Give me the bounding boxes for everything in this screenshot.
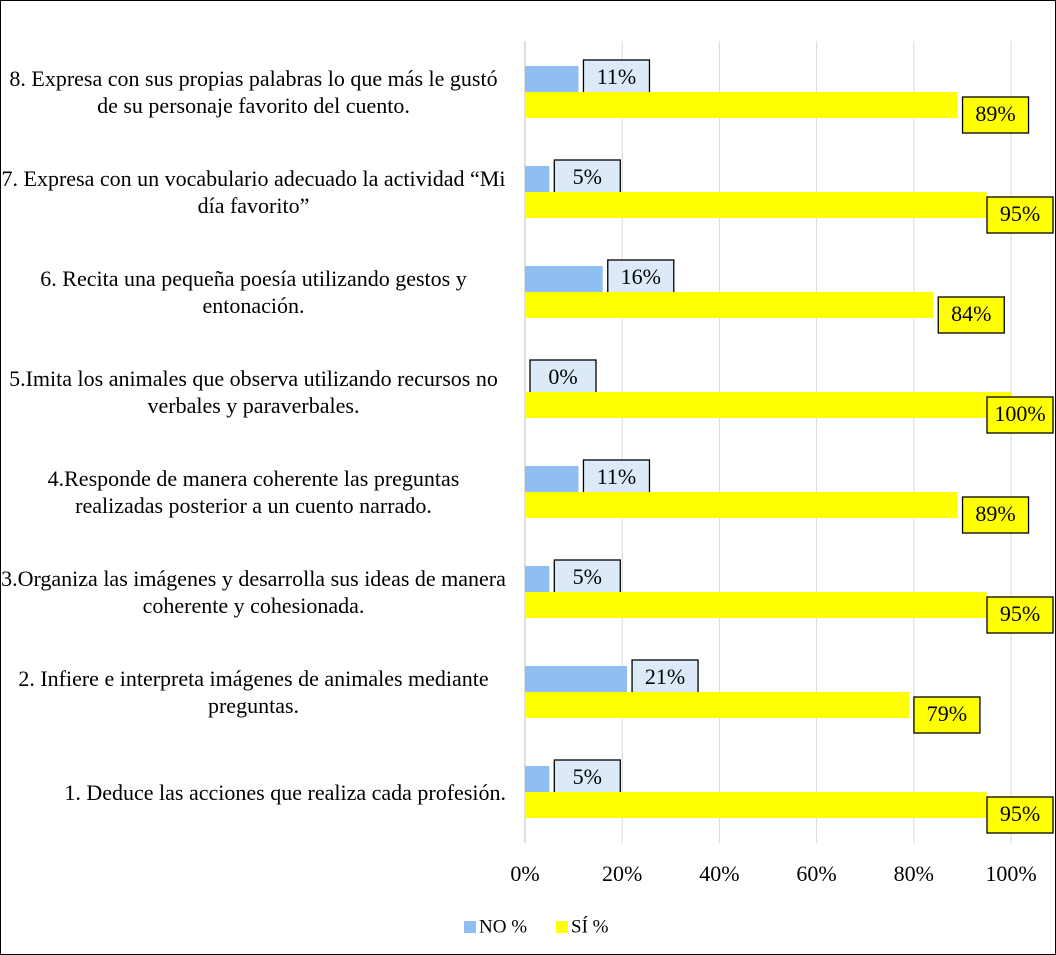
category-label: 7. Expresa con un vocabulario adecuado l… [1, 142, 506, 242]
x-tick-label: 100% [985, 861, 1036, 886]
category-text: 4.Responde de manera coherente las pregu… [47, 466, 460, 518]
value-label-box [582, 59, 651, 97]
value-label-box [986, 196, 1054, 234]
bar [525, 292, 934, 318]
value-label: 21% [645, 664, 685, 689]
value-label-box [961, 96, 1030, 134]
category-text: 7. Expresa con un vocabulario adecuado l… [1, 166, 506, 218]
category-label: 2. Infiere e interpreta imágenes de anim… [1, 642, 506, 742]
value-label-box [553, 759, 621, 797]
value-label: 79% [927, 701, 967, 726]
legend-swatch [556, 921, 568, 933]
category-text: 2. Infiere e interpreta imágenes de anim… [18, 666, 489, 718]
x-tick-label: 80% [894, 861, 934, 886]
bar [525, 466, 579, 492]
category-label: 8. Expresa con sus propias palabras lo q… [1, 42, 506, 142]
category-text: 3.Organiza las imágenes y desarrolla sus… [1, 566, 506, 618]
x-tick-label: 60% [796, 861, 836, 886]
category-label: 5.Imita los animales que observa utiliza… [1, 342, 506, 442]
category-text: 6. Recita una pequeña poesía utilizando … [40, 266, 467, 318]
category-text: 8. Expresa con sus propias palabras lo q… [9, 66, 498, 118]
value-label: 100% [994, 401, 1045, 426]
bar [525, 166, 550, 192]
value-label-box [986, 596, 1054, 634]
category-label: 6. Recita una pequeña poesía utilizando … [1, 242, 506, 342]
bar [525, 566, 550, 592]
category-label: 1. Deduce las acciones que realiza cada … [1, 742, 506, 842]
category-label: 3.Organiza las imágenes y desarrolla sus… [1, 542, 506, 642]
x-tick-label: 0% [510, 861, 539, 886]
bar [525, 766, 550, 792]
category-label: 4.Responde de manera coherente las pregu… [1, 442, 506, 542]
value-label-box [986, 396, 1054, 434]
value-label: 5% [573, 164, 602, 189]
value-label: 11% [597, 64, 637, 89]
value-label-box [553, 159, 621, 197]
value-label: 89% [975, 501, 1015, 526]
value-label: 95% [1000, 601, 1040, 626]
value-label-box [913, 696, 981, 734]
bar [525, 692, 909, 718]
value-label-box [607, 259, 675, 297]
value-label: 89% [975, 101, 1015, 126]
value-label-box [631, 659, 699, 697]
legend-label: NO % [479, 916, 527, 937]
value-label: 11% [597, 464, 637, 489]
x-tick-label: 40% [699, 861, 739, 886]
value-label-box [986, 796, 1054, 834]
value-label: 5% [573, 764, 602, 789]
value-label: 5% [573, 564, 602, 589]
bar [525, 592, 987, 618]
value-label: 16% [621, 264, 661, 289]
value-label: 95% [1000, 801, 1040, 826]
bar [525, 792, 987, 818]
bar [525, 666, 628, 692]
bar [525, 192, 987, 218]
bar [525, 392, 1011, 418]
bar [525, 492, 958, 518]
legend-label: SÍ % [571, 915, 609, 937]
bar [525, 66, 579, 92]
bar [525, 92, 958, 118]
value-label: 0% [548, 364, 577, 389]
bar [525, 266, 603, 292]
value-label-box [961, 496, 1030, 534]
value-label-box [553, 559, 621, 597]
category-text: 5.Imita los animales que observa utiliza… [9, 366, 498, 418]
value-label-box [529, 359, 597, 397]
category-text: 1. Deduce las acciones que realiza cada … [64, 779, 506, 805]
value-label: 95% [1000, 201, 1040, 226]
legend-swatch [464, 921, 476, 933]
value-label-box [937, 296, 1005, 334]
value-label: 84% [951, 301, 991, 326]
x-tick-label: 20% [602, 861, 642, 886]
